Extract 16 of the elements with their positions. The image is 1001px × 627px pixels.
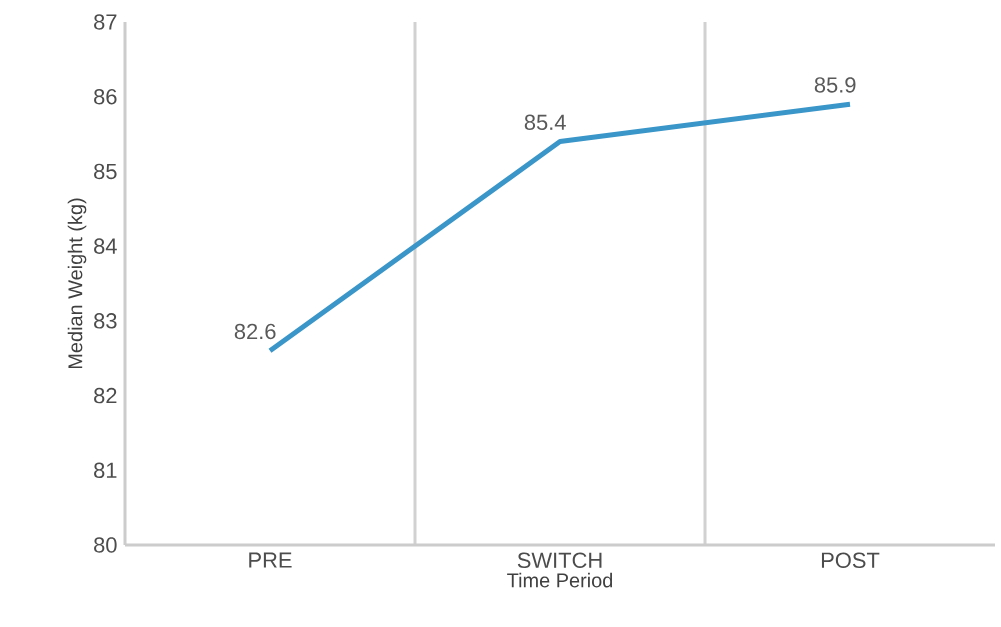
y-tick-label: 81 bbox=[94, 462, 117, 479]
x-tick-label: SWITCH bbox=[517, 552, 602, 569]
y-tick-label: 87 bbox=[94, 14, 117, 30]
y-tick-label: 83 bbox=[94, 313, 117, 329]
x-tick-label: PRE bbox=[249, 552, 292, 568]
y-tick-label: 84 bbox=[94, 238, 117, 254]
x-axis-title: Time Period bbox=[507, 572, 613, 588]
y-axis-title: Median Weight (kg) bbox=[67, 198, 87, 369]
y-tick-label: 82 bbox=[94, 387, 117, 404]
data-label: 82.6 bbox=[234, 323, 276, 340]
data-label: 85.9 bbox=[814, 77, 856, 93]
y-tick-label: 80 bbox=[94, 537, 117, 553]
data-label: 85.4 bbox=[524, 114, 566, 131]
y-tick-label: 85 bbox=[94, 163, 117, 180]
y-tick-label: 86 bbox=[94, 88, 117, 105]
x-tick-label: POST bbox=[821, 552, 880, 569]
